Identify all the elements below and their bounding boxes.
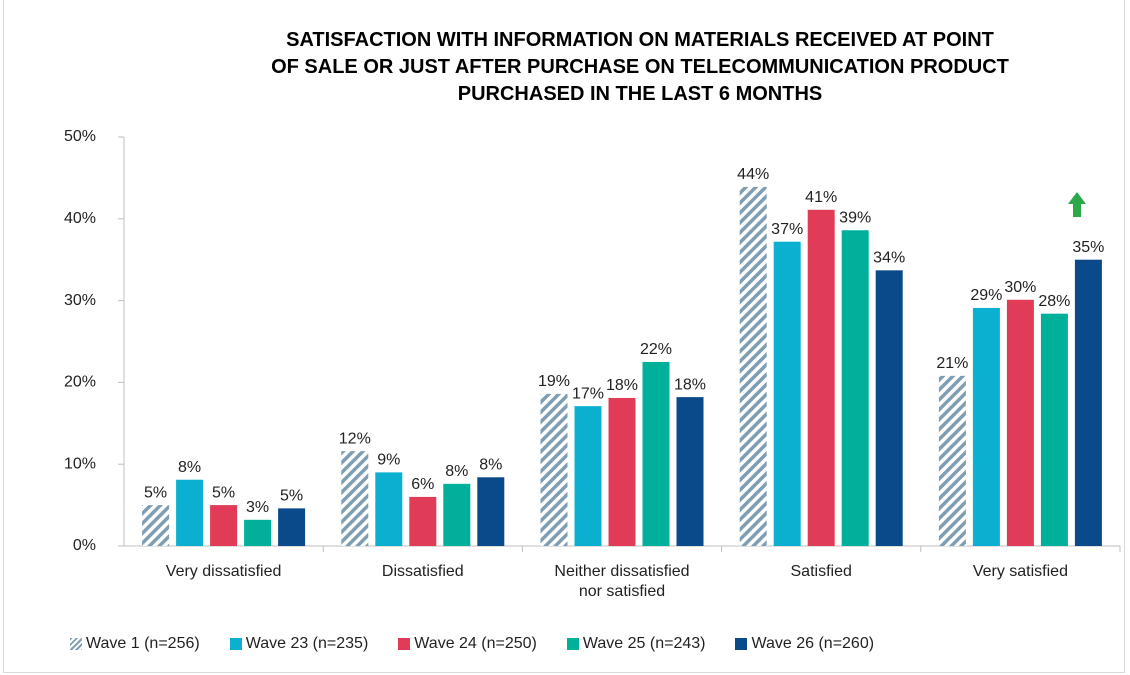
legend-swatch [70, 638, 82, 650]
legend-label: Wave 25 (n=243) [582, 635, 706, 652]
bar [642, 361, 670, 546]
bar [244, 519, 272, 546]
data-label: 21% [936, 355, 968, 372]
bar [540, 393, 568, 546]
legend-item: Wave 1 (n=256) [70, 635, 200, 653]
legend-item: Wave 24 (n=250) [398, 635, 537, 653]
data-label: 6% [411, 476, 434, 493]
data-label: 35% [1072, 239, 1104, 256]
data-label: 44% [737, 166, 769, 183]
chart-title: SATISFACTION WITH INFORMATION ON MATERIA… [271, 29, 1009, 105]
legend-swatch [398, 638, 411, 650]
x-tick-label: Satisfied [790, 563, 852, 580]
data-label: 9% [377, 452, 400, 469]
bar [210, 505, 238, 546]
legend-label: Wave 23 (n=235) [245, 635, 369, 652]
bar [972, 307, 1000, 546]
y-tick-label: 30% [64, 292, 96, 309]
x-tick-label: Neither dissatisfied nor satisfied [554, 563, 690, 600]
data-label: 19% [538, 373, 570, 390]
legend-swatch [735, 638, 748, 650]
legend-swatch [566, 638, 579, 650]
bar [875, 270, 903, 546]
bar [1074, 259, 1102, 546]
bar [676, 397, 704, 546]
bar [375, 472, 403, 546]
y-tick-label: 20% [64, 374, 96, 391]
bar [773, 241, 801, 547]
data-label: 5% [212, 484, 235, 501]
data-label: 18% [674, 376, 706, 393]
y-tick-label: 0% [73, 537, 96, 554]
bar [278, 508, 306, 546]
frame [3, 0, 1125, 673]
data-label: 12% [339, 430, 371, 447]
legend: Wave 1 (n=256) Wave 23 (n=235) Wave 24 (n=… [70, 635, 904, 653]
bar [1006, 299, 1034, 546]
legend-item: Wave 26 (n=260) [735, 635, 874, 653]
bar [409, 496, 437, 546]
legend-swatch [229, 638, 242, 650]
bar [739, 186, 767, 546]
data-label: 34% [873, 250, 905, 267]
bar [841, 230, 869, 546]
data-label: 5% [280, 488, 303, 505]
data-label: 18% [606, 377, 638, 394]
legend-label: Wave 26 (n=260) [751, 635, 875, 652]
legend-item: Wave 25 (n=243) [566, 635, 706, 653]
data-label: 8% [178, 459, 201, 476]
data-label: 29% [970, 287, 1002, 304]
data-label: 30% [1004, 279, 1036, 296]
bar [142, 505, 170, 546]
y-tick-label: 10% [64, 455, 96, 472]
bar [477, 477, 505, 546]
data-label: 8% [479, 457, 502, 474]
legend-label: Wave 1 (n=256) [86, 635, 200, 652]
data-label: 37% [771, 221, 803, 238]
bar [938, 375, 966, 546]
bar [341, 451, 369, 546]
bar [608, 397, 636, 546]
y-tick-label: 50% [64, 128, 96, 145]
data-label: 28% [1038, 293, 1070, 310]
legend-item: Wave 23 (n=235) [229, 635, 369, 653]
up-arrow [1068, 192, 1086, 217]
bar [176, 479, 204, 546]
bar [443, 483, 471, 546]
data-label: 17% [572, 385, 604, 402]
x-tick-label: Very dissatisfied [165, 563, 282, 580]
data-label: 8% [445, 463, 468, 480]
bar [807, 209, 835, 546]
x-tick-label: Dissatisfied [381, 563, 464, 580]
x-tick-label: Very satisfied [972, 563, 1068, 580]
data-label: 22% [640, 341, 672, 358]
bar [574, 406, 602, 546]
legend-label: Wave 24 (n=250) [414, 635, 537, 652]
data-label: 3% [246, 499, 269, 516]
bar [1040, 313, 1068, 546]
data-label: 41% [805, 189, 837, 206]
y-tick-label: 40% [64, 210, 96, 227]
data-label: 39% [839, 209, 871, 226]
data-label: 5% [144, 484, 167, 501]
